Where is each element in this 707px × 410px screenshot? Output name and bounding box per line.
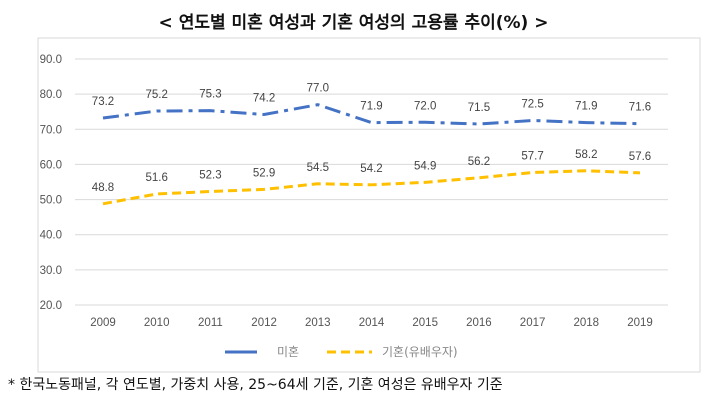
data-label: 71.9 <box>360 101 382 113</box>
y-tick-label: 30.0 <box>40 265 62 277</box>
series-line-1 <box>102 169 641 206</box>
data-label: 57.7 <box>521 151 543 163</box>
data-label: 58.2 <box>575 149 597 161</box>
data-label: 72.5 <box>521 99 543 111</box>
y-tick-label: 40.0 <box>40 230 62 242</box>
chart-frame <box>37 37 701 373</box>
data-label: 48.8 <box>92 182 114 194</box>
x-tick-label: 2009 <box>90 317 116 329</box>
data-label: 75.3 <box>199 89 221 101</box>
x-tick-label: 2019 <box>627 317 653 329</box>
data-label: 54.5 <box>307 162 329 174</box>
legend-label-0: 미혼 <box>277 345 299 359</box>
x-tick-label: 2011 <box>198 317 223 329</box>
data-label: 73.2 <box>92 96 114 108</box>
x-tick-label: 2013 <box>305 317 331 329</box>
data-label: 57.6 <box>629 151 651 163</box>
data-label: 51.6 <box>146 172 168 184</box>
x-tick-label: 2012 <box>251 317 277 329</box>
data-label: 75.2 <box>146 89 168 101</box>
y-tick-label: 90.0 <box>40 54 62 66</box>
x-tick-label: 2018 <box>574 317 600 329</box>
x-tick-label: 2015 <box>412 317 438 329</box>
y-tick-label: 70.0 <box>40 124 62 136</box>
chart-title: < 연도별 미혼 여성과 기혼 여성의 고용률 추이(%) > <box>158 13 549 33</box>
y-tick-label: 50.0 <box>40 195 62 207</box>
x-tick-label: 2014 <box>359 317 385 329</box>
y-tick-label: 60.0 <box>40 159 62 171</box>
y-tick-label: 20.0 <box>40 300 62 312</box>
x-tick-label: 2017 <box>520 317 546 329</box>
series-line-0 <box>102 103 641 126</box>
data-label: 72.0 <box>414 100 436 112</box>
data-label: 56.2 <box>468 156 490 168</box>
legend-label-1: 기혼(유배우자) <box>382 345 458 359</box>
data-label: 74.2 <box>253 93 275 105</box>
data-label: 54.2 <box>360 163 382 175</box>
data-label: 71.9 <box>575 101 597 113</box>
x-tick-label: 2010 <box>144 317 170 329</box>
y-tick-label: 80.0 <box>40 89 62 101</box>
data-label: 52.9 <box>253 167 275 179</box>
data-label: 71.5 <box>468 102 490 114</box>
footnote: * 한국노동패널, 각 연도별, 가중치 사용, 25~64세 기준, 기혼 여… <box>8 377 503 393</box>
data-label: 52.3 <box>199 169 221 181</box>
data-label: 77.0 <box>307 83 329 95</box>
x-tick-label: 2016 <box>466 317 492 329</box>
data-label: 71.6 <box>629 102 651 114</box>
data-label: 54.9 <box>414 160 436 172</box>
